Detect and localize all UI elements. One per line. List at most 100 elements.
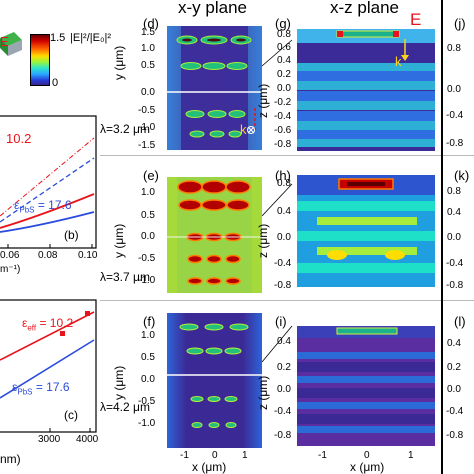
- k-tick-0: 0.8: [447, 186, 461, 197]
- b-xtick-0: 0.06: [0, 250, 20, 261]
- panel-label-l: (l): [454, 314, 466, 329]
- xz-xlabel: x (μm): [350, 460, 385, 474]
- xy-xtick-1: 1: [242, 450, 248, 461]
- c-marker-0: [60, 331, 65, 336]
- c-xtick-0: 3000: [38, 434, 61, 445]
- j-tick-0: 0.8: [447, 43, 461, 54]
- panel-label-k: (k): [454, 168, 470, 183]
- xy-ytick-m1.0: -1.0: [138, 122, 156, 133]
- xy-e-ytick-0.5: 0.5: [141, 210, 155, 221]
- e-label: E: [410, 10, 422, 29]
- xz-h-ytick-2: 0.0: [277, 232, 291, 243]
- xy-e-ytick-m1.0: -1.0: [138, 275, 156, 286]
- header-xz-plane: x-z plane: [330, 0, 399, 17]
- device-sketch: [0, 32, 22, 56]
- wavelength-2: λ=3.7 μm: [100, 270, 150, 284]
- xy-ylabel-f: y (μm): [112, 365, 126, 400]
- k-label-d: k: [240, 122, 247, 137]
- xy-ylabel-d: y (μm): [112, 45, 126, 80]
- colorbar-max: 1.5: [50, 32, 66, 44]
- xz-g-ytick-7: -0.6: [274, 125, 292, 136]
- panel-label-h: (h): [275, 168, 291, 183]
- field-map-d: [167, 26, 262, 150]
- b-eps-eff: 10.2: [6, 131, 32, 146]
- plot-c: [0, 299, 97, 433]
- plot-b: [0, 115, 97, 249]
- xy-xlabel: x (μm): [192, 460, 227, 474]
- xz-g-ytick-4: 0.0: [277, 83, 291, 94]
- colorbar: [30, 34, 50, 86]
- field-map-e: [167, 177, 262, 293]
- xy-ytick-m0.5: -0.5: [138, 105, 156, 116]
- l-tick-3: -0.4: [446, 406, 464, 417]
- xy-ylabel-e: y (μm): [112, 223, 126, 258]
- l-tick-0: 0.4: [447, 338, 461, 349]
- b-xtick-1: 0.08: [38, 250, 58, 261]
- wavelength-3: λ=4.2 μm: [100, 400, 150, 414]
- c-eps-eff: εeff = 10.2: [22, 316, 74, 333]
- field-map-h: [297, 175, 435, 287]
- b-xfrag: m⁻¹): [0, 264, 21, 275]
- k-tick-2: 0.0: [447, 232, 461, 243]
- xy-f-ytick-0.0: 0.0: [141, 374, 155, 385]
- colorbar-label: |E|²/|E₀|²: [70, 32, 112, 44]
- connector-lines: [262, 39, 293, 363]
- xz-i-ytick-1: 0.2: [277, 362, 291, 373]
- xy-ytick-1.5: 1.5: [141, 27, 155, 38]
- panel-label-b: (b): [64, 228, 79, 242]
- header-xy-plane: x-y plane: [178, 0, 247, 17]
- xz-xtick-0: 0: [364, 450, 370, 461]
- xz-h-ytick-3: -0.4: [274, 258, 292, 269]
- xy-e-ytick-m0.5: -0.5: [138, 253, 156, 264]
- separator-1: [100, 155, 474, 156]
- field-map-f: [167, 313, 262, 448]
- k-tick-3: -0.4: [446, 258, 464, 269]
- xz-h-ytick-1: 0.4: [277, 206, 291, 217]
- panel-label-g: (g): [275, 16, 291, 31]
- c-xtick-1: 4000: [76, 434, 99, 445]
- xz-i-ytick-0: 0.4: [277, 336, 291, 347]
- xy-ytick-1.0: 1.0: [141, 43, 155, 54]
- xz-ylabel-g: z (μm): [256, 83, 270, 118]
- xz-i-ytick-3: -0.4: [274, 406, 292, 417]
- k-tick-1: 0.4: [447, 207, 461, 218]
- xz-g-ytick-6: -0.4: [274, 111, 292, 122]
- xz-h-ytick-4: -0.8: [274, 280, 292, 291]
- b-eps-pbs: εPbS = 17.6: [14, 198, 72, 215]
- field-map-g: [297, 29, 435, 151]
- xz-ylabel-i: z (μm): [256, 375, 270, 410]
- panel-label-e: (e): [143, 168, 159, 183]
- xz-xtick-m1: -1: [318, 450, 327, 461]
- xy-f-ytick-0.5: 0.5: [141, 352, 155, 363]
- xy-xtick-m1: -1: [180, 450, 189, 461]
- xz-ylabel-h: z (μm): [256, 223, 270, 258]
- xz-g-ytick-1: 0.6: [277, 42, 291, 53]
- j-tick-2: -0.4: [446, 110, 464, 121]
- k-tick-4: -0.8: [446, 280, 464, 291]
- c-eps-pbs: εPbS = 17.6: [12, 380, 70, 397]
- xz-g-ytick-0: 0.8: [277, 29, 291, 40]
- xy-ytick-0.0: 0.0: [141, 87, 155, 98]
- xy-e-ytick-0.0: 0.0: [141, 231, 155, 242]
- l-tick-2: 0.0: [447, 384, 461, 395]
- j-tick-1: 0.0: [447, 84, 461, 95]
- xy-xtick-0: 0: [212, 450, 218, 461]
- xz-h-ytick-0: 0.8: [277, 178, 291, 189]
- xz-g-ytick-2: 0.4: [277, 55, 291, 66]
- xz-g-ytick-8: -0.8: [274, 139, 292, 150]
- panel-label-c: (c): [64, 408, 78, 422]
- xy-f-ytick-1.0: 1.0: [141, 330, 155, 341]
- right-divider: [441, 0, 443, 474]
- c-marker-1: [85, 311, 90, 316]
- panel-label-d: (d): [143, 16, 159, 31]
- colorbar-min: 0: [52, 77, 59, 89]
- k-label-g: k: [395, 54, 402, 69]
- panel-label-f: (f): [143, 314, 156, 329]
- field-map-i: [297, 326, 435, 446]
- xy-ytick-m1.5: -1.5: [138, 140, 156, 151]
- xz-g-ytick-3: 0.2: [277, 69, 291, 80]
- l-tick-4: -0.8: [446, 430, 464, 441]
- xz-i-ytick-4: -0.8: [274, 430, 292, 441]
- xy-ytick-0.5: 0.5: [141, 60, 155, 71]
- xz-xtick-1: 1: [408, 450, 414, 461]
